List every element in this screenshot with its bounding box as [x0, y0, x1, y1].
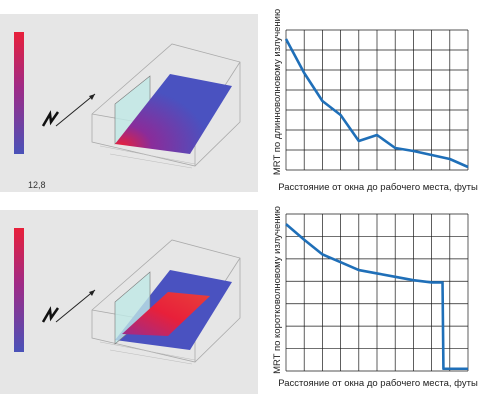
longwave-mrt-chart: MRT по длинноволновому излучению Расстоя… — [272, 9, 478, 193]
chart-grid — [285, 29, 469, 171]
mrt-shortwave-3d-panel — [0, 210, 258, 394]
room-model — [91, 43, 241, 169]
floor-heatmap — [115, 74, 232, 154]
north-arrow-icon — [41, 289, 96, 323]
mrt-longwave-3d-panel: 12,8 — [0, 14, 258, 192]
series-line — [284, 38, 469, 169]
longwave-3d-visualization — [14, 32, 241, 169]
room-model — [91, 239, 241, 365]
scale-value-label: 12,8 — [28, 180, 46, 190]
chart-grid — [285, 213, 469, 372]
x-axis-label: Расстояние от окна до рабочего места, фу… — [278, 182, 478, 193]
color-scale-bar — [14, 32, 24, 154]
color-scale-bar — [14, 228, 24, 352]
shortwave-3d-visualization — [14, 228, 241, 365]
y-axis-label: MRT по коротковолновому излучению — [272, 206, 283, 374]
y-axis-label: MRT по длинноволновому излучению — [272, 9, 283, 175]
x-axis-label: Расстояние от окна до рабочего места, фу… — [278, 378, 478, 389]
series-line — [285, 223, 468, 371]
shortwave-mrt-chart: MRT по коротковолновому излучению Рассто… — [272, 206, 478, 389]
north-arrow-icon — [41, 93, 96, 127]
sun-patch-heatmap — [122, 292, 210, 336]
